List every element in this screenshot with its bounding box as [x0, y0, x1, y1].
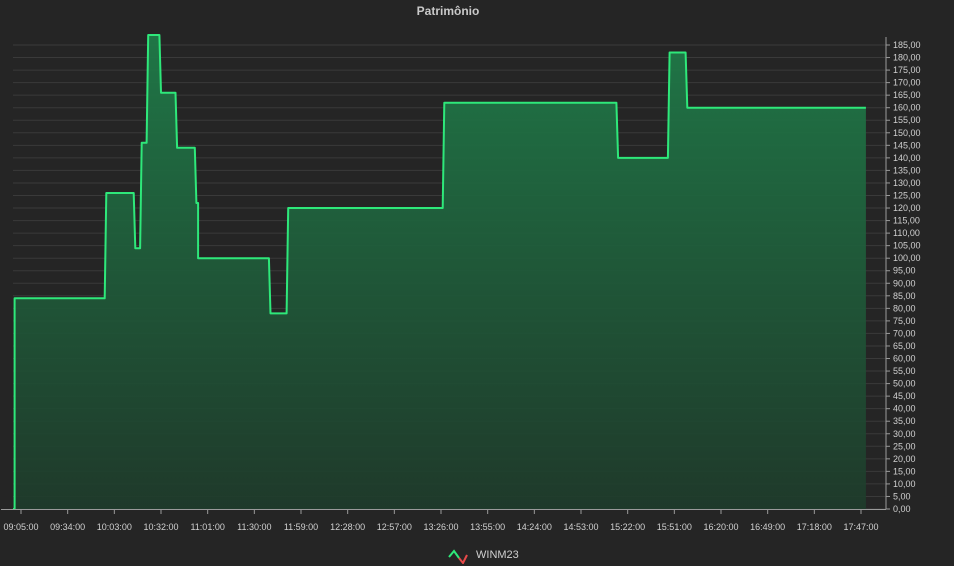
y-tick-label: 25,00 — [893, 441, 916, 451]
y-tick-label: 45,00 — [893, 391, 916, 401]
y-tick-label: 145,00 — [893, 140, 921, 150]
series-area — [13, 35, 866, 509]
y-tick-label: 120,00 — [893, 203, 921, 213]
y-tick-label: 180,00 — [893, 53, 921, 63]
y-tick-label: 80,00 — [893, 303, 916, 313]
x-tick-label: 09:34:00 — [50, 522, 85, 532]
y-tick-label: 55,00 — [893, 366, 916, 376]
x-axis: 09:05:00 09:34:00 10:03:00 10:32:00 11:01:00… — [1, 509, 886, 532]
x-tick-label: 14:24:00 — [517, 522, 552, 532]
x-tick-label: 15:51:00 — [657, 522, 692, 532]
y-tick-label: 155,00 — [893, 115, 921, 125]
x-tick-label: 13:55:00 — [470, 522, 505, 532]
legend[interactable]: WINM23 — [448, 546, 519, 564]
y-tick-label: 100,00 — [893, 253, 921, 263]
y-tick-label: 110,00 — [893, 228, 920, 238]
y-axis: 0,00 5,00 10,00 15,00 20,00 25,00 30,00 35,00 40… — [885, 37, 921, 514]
x-tick-label: 12:57:00 — [377, 522, 412, 532]
y-tick-label: 85,00 — [893, 291, 916, 301]
x-tick-label: 10:03:00 — [97, 522, 132, 532]
y-tick-label: 70,00 — [893, 328, 916, 338]
y-tick-label: 30,00 — [893, 429, 916, 439]
x-tick-label: 17:47:00 — [843, 522, 878, 532]
y-tick-label: 40,00 — [893, 404, 916, 414]
x-tick-label: 11:01:00 — [190, 522, 224, 532]
y-tick-label: 20,00 — [893, 454, 916, 464]
y-tick-label: 5,00 — [893, 491, 911, 501]
x-tick-label: 10:32:00 — [143, 522, 178, 532]
x-tick-label: 09:05:00 — [3, 522, 38, 532]
x-tick-label: 14:53:00 — [563, 522, 598, 532]
legend-line-icon — [448, 549, 468, 564]
y-tick-label: 75,00 — [893, 316, 916, 326]
y-tick-label: 10,00 — [893, 479, 916, 489]
y-tick-label: 130,00 — [893, 178, 921, 188]
x-tick-label: 15:22:00 — [610, 522, 645, 532]
y-tick-label: 135,00 — [893, 165, 921, 175]
y-tick-label: 90,00 — [893, 278, 916, 288]
y-tick-label: 105,00 — [893, 241, 921, 251]
y-tick-label: 50,00 — [893, 379, 916, 389]
x-tick-label: 16:49:00 — [750, 522, 785, 532]
y-tick-label: 170,00 — [893, 78, 921, 88]
y-tick-label: 125,00 — [893, 190, 921, 200]
x-tick-label: 13:26:00 — [423, 522, 458, 532]
y-tick-label: 165,00 — [893, 90, 921, 100]
y-tick-label: 15,00 — [893, 466, 916, 476]
y-tick-label: 115,00 — [893, 216, 920, 226]
y-tick-label: 160,00 — [893, 103, 921, 113]
x-tick-label: 12:28:00 — [330, 522, 365, 532]
legend-label: WINM23 — [476, 549, 519, 561]
x-tick-label: 17:18:00 — [797, 522, 832, 532]
chart-title: Patrimônio — [416, 4, 480, 18]
y-tick-label: 150,00 — [893, 128, 921, 138]
y-tick-label: 60,00 — [893, 354, 916, 364]
y-tick-label: 0,00 — [893, 504, 911, 514]
y-tick-label: 35,00 — [893, 416, 916, 426]
x-tick-label: 11:59:00 — [284, 522, 318, 532]
y-tick-label: 65,00 — [893, 341, 916, 351]
x-tick-label: 16:20:00 — [703, 522, 738, 532]
series-line — [13, 34, 866, 510]
y-tick-label: 95,00 — [893, 266, 916, 276]
y-tick-label: 175,00 — [893, 65, 921, 75]
series-area-layer — [13, 34, 866, 510]
y-tick-label: 185,00 — [893, 40, 921, 50]
x-tick-label: 11:30:00 — [237, 522, 271, 532]
y-tick-label: 140,00 — [893, 153, 921, 163]
